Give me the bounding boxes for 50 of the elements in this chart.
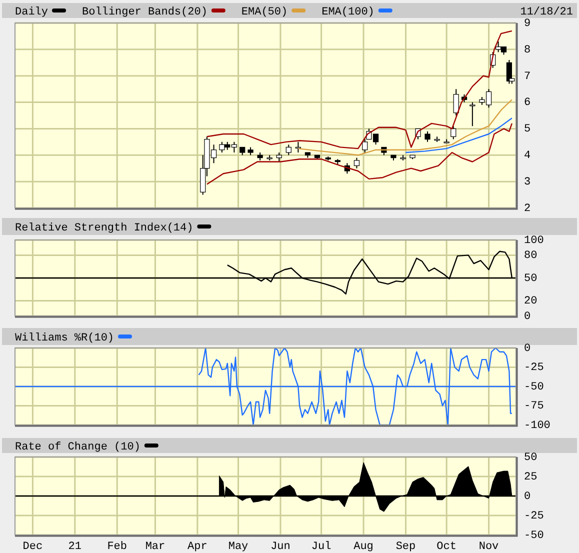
candlestick: [453, 88, 459, 116]
candlestick: [470, 102, 476, 127]
y-tick-label: 5: [524, 124, 531, 136]
y-tick-label: 6: [524, 97, 531, 110]
legend-label: Relative Strength Index(14): [15, 222, 194, 234]
legend-label: Williams %R(10): [15, 332, 114, 344]
y-tick-label: 3: [524, 176, 531, 188]
x-tick-label: Aug: [354, 541, 374, 553]
y-tick-label: -25: [524, 510, 544, 522]
x-tick-label: Oct: [436, 541, 456, 553]
y-tick-label: 0: [524, 310, 531, 323]
x-tick-label: Jul: [311, 541, 332, 553]
x-tick-label: May: [228, 541, 249, 553]
y-tick-label: -75: [524, 400, 544, 413]
text: 11/18/21: [520, 6, 574, 18]
legend-label: Rate of Change (10): [15, 442, 140, 454]
x-tick-label: Jun: [270, 541, 290, 553]
y-tick-label: 2: [524, 202, 531, 215]
y-tick-label: 8: [524, 44, 531, 56]
y-tick-label: 80: [524, 250, 538, 262]
legend-label: Bollinger Bands(20): [82, 6, 208, 18]
y-tick-label: -25: [524, 362, 544, 374]
y-tick-label: 25: [524, 471, 538, 484]
x-tick-label: Dec: [22, 541, 43, 553]
y-tick-label: -100: [524, 420, 550, 432]
y-tick-label: 0: [524, 490, 531, 503]
candlestick: [304, 152, 311, 158]
y-tick-label: 100: [524, 234, 544, 247]
y-tick-label: 0: [524, 342, 531, 355]
x-tick-label: Apr: [188, 541, 208, 553]
legend-label: Daily: [15, 6, 48, 18]
candlestick: [390, 154, 396, 161]
candlestick: [257, 152, 263, 161]
y-tick-label: 50: [524, 272, 538, 285]
y-tick-label: 7: [524, 70, 531, 83]
y-tick-label: -50: [524, 381, 544, 394]
y-tick-label: -50: [524, 530, 544, 542]
x-tick-label: Sep: [396, 541, 416, 553]
legend-label: EMA(50): [241, 6, 288, 18]
x-tick-label: 21: [68, 541, 82, 553]
line-series: [206, 30, 513, 150]
y-tick-label: 9: [524, 18, 531, 30]
y-tick-label: 4: [524, 150, 531, 162]
line-series: [405, 118, 513, 154]
x-tick-label: Feb: [107, 541, 128, 553]
x-tick-label: Nov: [478, 541, 500, 553]
y-tick-label: 50: [524, 452, 538, 464]
x-tick-label: Mar: [145, 541, 166, 553]
y-tick-label: 20: [524, 296, 538, 308]
legend-label: EMA(100): [322, 6, 374, 18]
